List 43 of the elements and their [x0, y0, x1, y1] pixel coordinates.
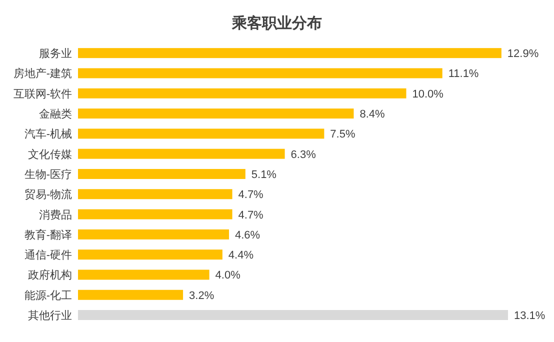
data-label: 10.0% [412, 88, 444, 100]
y-tick-label: 汽车-机械 [24, 128, 72, 141]
bar [78, 189, 232, 200]
data-label: 3.2% [189, 290, 214, 302]
data-label: 4.4% [228, 250, 254, 262]
bar [78, 270, 210, 280]
y-tick-label: 房地产-建筑 [13, 67, 72, 80]
bar [78, 48, 502, 58]
bar [78, 88, 406, 98]
data-label: 4.6% [234, 229, 260, 242]
y-tick-label: 消费品 [39, 208, 72, 222]
data-label: 11.1% [448, 68, 479, 80]
y-tick-label: 教育-翻译 [24, 228, 72, 242]
data-label: 6.3% [290, 148, 316, 161]
y-tick-label: 其他行业 [28, 309, 72, 322]
y-tick-label: 金融类 [39, 108, 72, 121]
bar [78, 148, 285, 159]
bar [78, 229, 229, 240]
bar [78, 128, 324, 139]
data-label: 12.9% [507, 48, 539, 60]
bar [78, 108, 354, 119]
y-tick-label: 通信-硬件 [24, 248, 72, 262]
data-label: 4.7% [238, 209, 264, 222]
y-tick-label: 服务业 [39, 47, 72, 60]
data-label: 5.1% [251, 168, 277, 181]
bar [78, 310, 508, 320]
bar [78, 290, 184, 300]
y-tick-label: 贸易-物流 [24, 188, 72, 202]
y-tick-label: 政府机构 [28, 268, 72, 282]
data-label: 4.7% [238, 189, 264, 202]
bar [78, 68, 442, 78]
data-label: 13.1% [514, 310, 546, 322]
bar [78, 209, 232, 220]
chart-title: 乘客职业分布 [231, 14, 322, 32]
y-tick-label: 生物-医疗 [24, 168, 72, 181]
data-label: 4.0% [215, 270, 241, 282]
bar [78, 250, 222, 260]
bar [78, 168, 246, 179]
y-tick-label: 文化传媒 [28, 148, 72, 161]
data-label: 8.4% [360, 108, 386, 121]
data-label: 7.5% [330, 128, 356, 141]
y-tick-label: 能源-化工 [24, 288, 72, 302]
y-tick-label: 互联网-软件 [13, 88, 72, 100]
